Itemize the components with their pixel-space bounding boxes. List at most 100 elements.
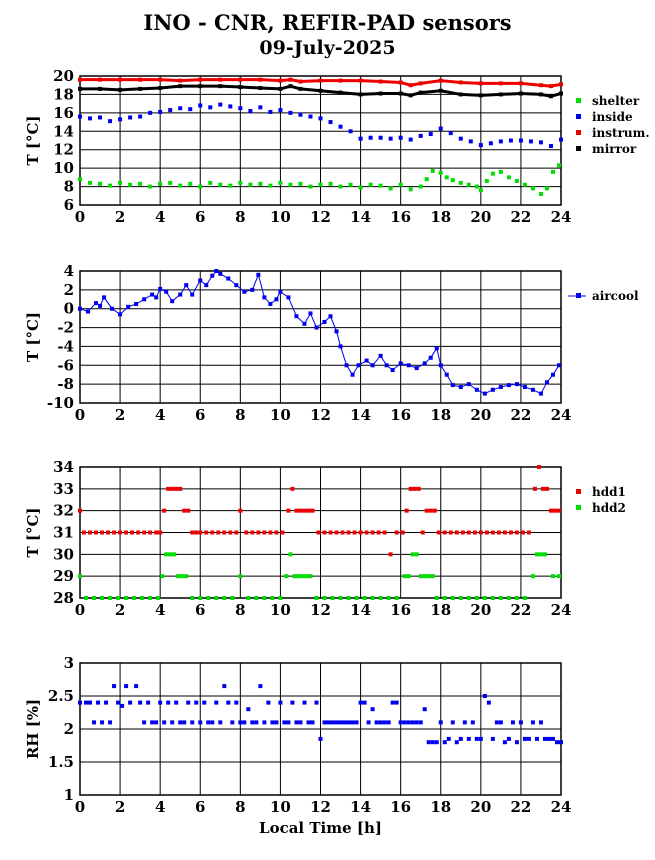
- data-point: [422, 574, 427, 579]
- plot-frame: [79, 270, 562, 404]
- data-point: [234, 283, 239, 288]
- data-point: [270, 596, 275, 600]
- data-point: [522, 596, 527, 600]
- y-tick-label: 6: [64, 196, 74, 214]
- x-tick-label: 20: [470, 798, 491, 816]
- data-point: [254, 596, 259, 600]
- data-point: [198, 103, 203, 108]
- data-point: [406, 574, 411, 579]
- x-tick-label: 16: [390, 208, 411, 226]
- y-tick-label: 14: [53, 122, 74, 140]
- data-point: [170, 299, 175, 304]
- data-point: [222, 530, 227, 535]
- data-point: [134, 302, 139, 306]
- data-point: [370, 596, 375, 600]
- legend-label: mirror: [592, 142, 637, 156]
- data-point: [294, 508, 299, 513]
- data-point: [292, 574, 297, 579]
- data-point: [242, 720, 247, 725]
- data-point: [164, 552, 169, 557]
- data-point: [438, 78, 443, 83]
- data-point: [158, 181, 163, 186]
- data-point: [462, 720, 467, 725]
- data-point: [226, 276, 231, 281]
- data-point: [250, 530, 255, 535]
- data-point: [556, 508, 561, 513]
- data-point: [400, 530, 405, 535]
- data-point: [552, 508, 557, 513]
- x-tick-label: 10: [270, 208, 291, 226]
- data-point: [430, 574, 435, 579]
- series-rh: [78, 684, 563, 745]
- data-point: [190, 720, 195, 725]
- data-point: [288, 110, 293, 115]
- data-point: [398, 91, 403, 96]
- data-point: [390, 700, 395, 705]
- data-point: [190, 292, 195, 297]
- data-point: [338, 78, 343, 83]
- data-point: [412, 486, 417, 491]
- data-point: [438, 170, 443, 175]
- data-point: [126, 304, 131, 309]
- x-tick-label: 12: [310, 601, 331, 619]
- data-point: [142, 297, 147, 302]
- data-point: [482, 596, 487, 600]
- data-point: [550, 574, 555, 579]
- data-point: [370, 530, 375, 535]
- data-point: [526, 530, 531, 535]
- data-point: [322, 319, 327, 324]
- data-point: [234, 700, 239, 705]
- data-point: [222, 684, 227, 689]
- data-point: [328, 181, 333, 186]
- x-tick-label: 0: [75, 601, 85, 619]
- data-point: [478, 188, 483, 193]
- data-point: [282, 720, 287, 725]
- data-point: [88, 700, 93, 705]
- y-tick-label: 31: [53, 524, 74, 542]
- data-point: [434, 740, 439, 745]
- data-point: [304, 574, 309, 579]
- data-point: [92, 720, 97, 725]
- data-point: [544, 380, 549, 385]
- data-point: [188, 181, 193, 186]
- data-point: [474, 596, 479, 600]
- data-point: [138, 181, 143, 186]
- legend-label: hdd2: [592, 501, 626, 515]
- data-point: [78, 306, 82, 311]
- data-point: [218, 77, 223, 82]
- data-point: [422, 707, 427, 712]
- x-tick-label: 6: [195, 798, 205, 816]
- x-axis-label: Local Time [h]: [259, 819, 382, 837]
- data-point: [298, 508, 303, 513]
- data-point: [314, 596, 319, 600]
- data-point: [376, 530, 381, 535]
- y-tick-label: -4: [57, 337, 74, 355]
- data-point: [514, 382, 519, 387]
- data-point: [478, 81, 483, 86]
- data-point: [88, 116, 93, 121]
- data-point: [514, 530, 519, 535]
- data-point: [294, 314, 299, 319]
- data-point: [250, 287, 255, 292]
- data-point: [198, 84, 203, 89]
- data-point: [206, 720, 211, 725]
- data-point: [238, 106, 243, 111]
- x-tick-label: 0: [75, 406, 85, 424]
- data-point: [460, 530, 465, 535]
- data-point: [150, 720, 155, 725]
- plot-frame: [79, 662, 562, 796]
- data-point: [178, 78, 183, 83]
- x-tick-label: 22: [510, 798, 531, 816]
- y-tick-label: -10: [47, 394, 74, 412]
- data-point: [506, 383, 511, 388]
- data-point: [330, 720, 335, 725]
- y-axis-label: T [°C]: [24, 312, 42, 362]
- data-point: [322, 530, 327, 535]
- data-point: [108, 183, 113, 188]
- data-point: [378, 183, 383, 188]
- data-point: [414, 366, 419, 371]
- y-tick-label: 16: [53, 104, 74, 122]
